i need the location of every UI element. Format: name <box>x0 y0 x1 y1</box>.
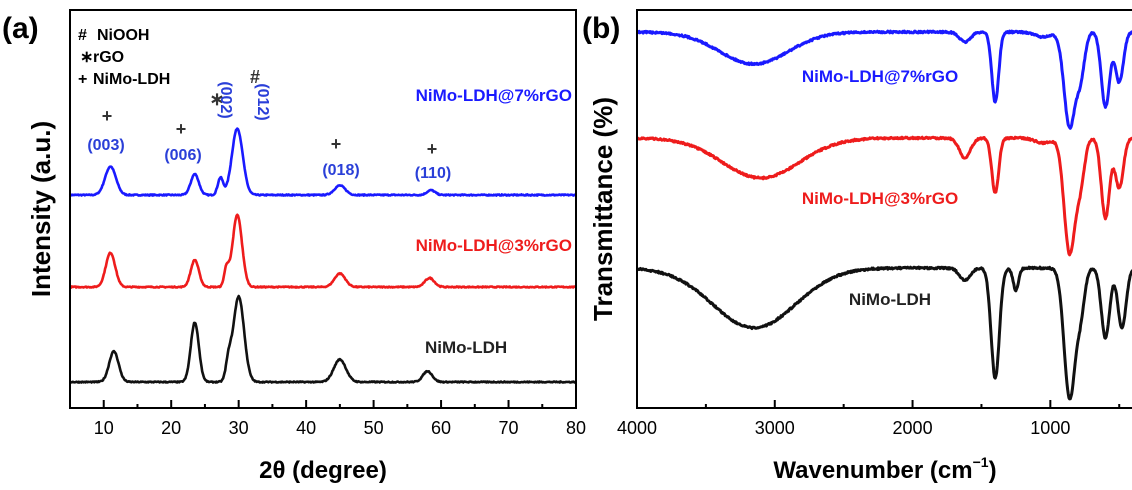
xrd-x-tick-label-50: 50 <box>364 418 384 438</box>
ftir-series-labels: NiMo-LDH@7%rGO NiMo-LDH@3%rGO NiMo-LDH <box>802 67 958 309</box>
xrd-legend: # NiOOH ∗ rGO + NiMo-LDH <box>78 27 170 88</box>
xrd-x-tick-label-30: 30 <box>229 418 249 438</box>
ftir-x-axis-title: Wavenumber (cm−1) <box>773 454 996 484</box>
panel-a-label: (a) <box>2 12 39 45</box>
ftir-traces <box>636 29 1132 401</box>
xrd-series-labels: NiMo-LDH@7%rGO NiMo-LDH@3%rGO NiMo-LDH <box>416 86 572 357</box>
ftir-x-tick-label-1000: 1000 <box>1030 418 1070 438</box>
ftir-x-ticks: 4000 3000 2000 1000 <box>617 400 1121 438</box>
legend-symbol-rgo: ∗ <box>80 49 93 66</box>
xrd-peak-marker-002: ∗ <box>209 89 224 109</box>
legend-label-niooh: NiOOH <box>97 27 149 44</box>
legend-symbol-niooh: # <box>78 27 87 44</box>
xrd-peak-label-002: (002) <box>217 81 234 118</box>
ftir-x-tick-label-2000: 2000 <box>893 418 933 438</box>
xrd-trace-nimo-ldh-7-rgo <box>68 127 577 197</box>
xrd-peak-marker-012: # <box>250 67 260 87</box>
ftir-x-axis-title-sup: −1 <box>973 454 989 470</box>
xrd-series-label-nimo-ldh-3-rgo: NiMo-LDH@3%rGO <box>416 236 572 255</box>
xrd-series-label-nimo-ldh: NiMo-LDH <box>425 338 507 357</box>
ftir-trace-nimo-ldh-3-rgo <box>636 135 1132 257</box>
ftir-x-axis-title-close: ) <box>989 457 997 484</box>
xrd-trace-nimo-ldh-3-rgo <box>69 213 577 289</box>
xrd-peak-marker-018: + <box>331 134 342 154</box>
xrd-series-label-nimo-ldh-7-rgo: NiMo-LDH@7%rGO <box>416 86 572 105</box>
panel-b: (b) NiMo-LDH@7%rGONiMo-LDH@3%rGONiMo-LDH… <box>582 9 1132 484</box>
legend-label-nimo-ldh: NiMo-LDH <box>93 71 170 88</box>
xrd-peak-label-006: (006) <box>164 147 201 164</box>
xrd-x-ticks: 10 20 30 40 50 60 70 80 <box>69 400 586 438</box>
xrd-peak-annotations: + (003) + (006) ∗(002) #(012) + (018) + (110) <box>87 67 451 182</box>
ftir-trace-nimo-ldh-7-rgo <box>636 29 1132 130</box>
xrd-x-tick-label-10: 10 <box>94 418 114 438</box>
xrd-peak-marker-006: + <box>176 119 187 139</box>
ftir-series-label-nimo-ldh-3-rgo: NiMo-LDH@3%rGO <box>802 189 958 208</box>
ftir-x-tick-label-3000: 3000 <box>755 418 795 438</box>
xrd-peak-label-012: (012) <box>254 83 271 120</box>
legend-label-rgo: rGO <box>93 49 124 66</box>
ftir-plot-frame <box>636 9 1132 409</box>
xrd-peak-marker-003: + <box>102 106 113 126</box>
ftir-series-label-nimo-ldh-7-rgo: NiMo-LDH@7%rGO <box>802 67 958 86</box>
ftir-y-axis-title: Transmittance (%) <box>588 97 618 321</box>
xrd-x-tick-label-40: 40 <box>296 418 316 438</box>
xrd-x-tick-label-60: 60 <box>431 418 451 438</box>
xrd-peak-label-110: (110) <box>415 165 451 182</box>
xrd-x-axis-title: 2θ (degree) <box>259 457 387 484</box>
xrd-trace-nimo-ldh <box>69 294 577 384</box>
xrd-peak-marker-110: + <box>427 139 438 159</box>
xrd-x-tick-label-80: 80 <box>566 418 586 438</box>
panel-a: (a) # NiOOH ∗ rGO + NiMo-LDH NiMo-LDH@7%… <box>2 9 586 484</box>
ftir-x-tick-label-4000: 4000 <box>617 418 657 438</box>
xrd-y-axis-title: Intensity (a.u.) <box>26 121 56 297</box>
xrd-traces <box>68 127 577 384</box>
xrd-peak-label-003: (003) <box>87 137 124 154</box>
xrd-plot-frame <box>69 9 577 409</box>
xrd-x-tick-label-70: 70 <box>499 418 519 438</box>
ftir-series-label-nimo-ldh: NiMo-LDH <box>849 290 931 309</box>
ftir-trace-nimo-ldh <box>636 265 1132 401</box>
xrd-x-tick-label-20: 20 <box>161 418 181 438</box>
panel-b-label: (b) <box>582 12 620 45</box>
xrd-peak-label-018: (018) <box>322 162 359 179</box>
ftir-x-axis-title-main: Wavenumber (cm <box>773 457 972 484</box>
legend-symbol-nimo-ldh: + <box>78 71 87 88</box>
